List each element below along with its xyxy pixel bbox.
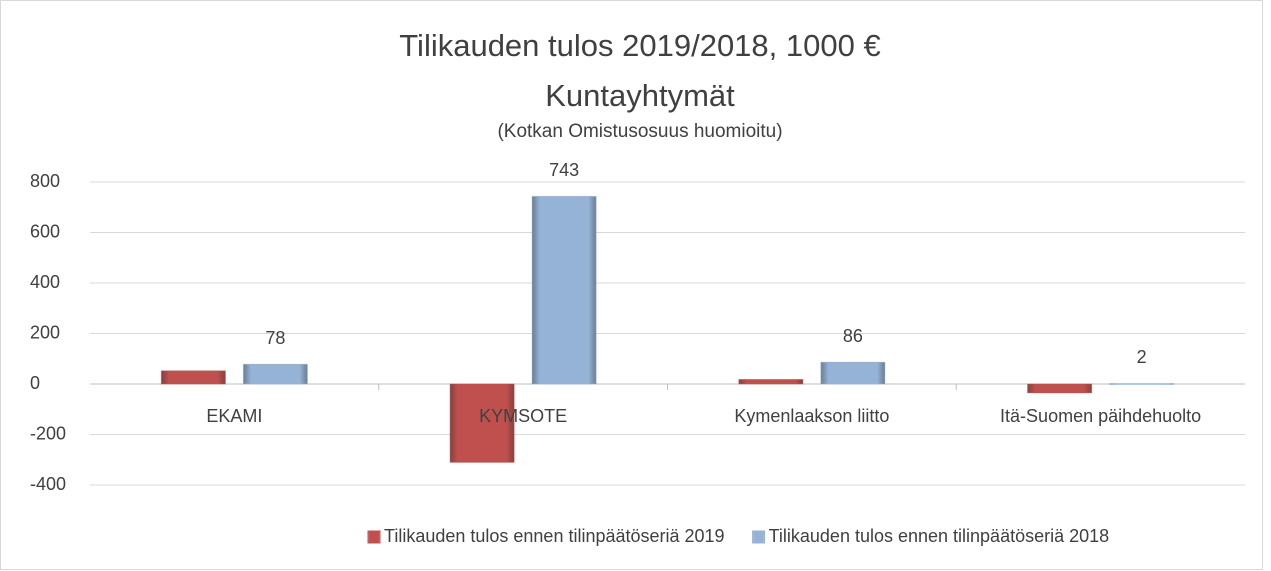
legend-swatch [367,530,381,544]
y-tick-label: 600 [30,221,60,241]
bar [242,363,308,385]
chart-title: Kuntayhtymät [545,78,735,113]
x-tick-label: Itä-Suomen päihdehuolto [1000,406,1201,426]
bar [1109,382,1175,385]
bar [820,361,886,385]
x-tick-label: KYMSOTE [479,406,567,426]
chart-subtitle: (Kotkan Omistusosuus huomioitu) [497,121,782,142]
data-label: 86 [843,326,863,346]
y-tick-label: 800 [30,171,60,191]
bar [1027,383,1093,394]
y-tick-label: -200 [30,423,66,443]
legend-label: Tilikauden tulos ennen tilinpäätöseriä 2… [769,526,1110,546]
bar [738,378,804,385]
data-label: 78 [265,328,285,348]
bar [160,370,226,385]
y-tick-label: 200 [30,322,60,342]
data-label: 743 [549,160,579,180]
x-tick-label: EKAMI [206,406,262,426]
y-tick-label: -400 [30,474,66,494]
data-label: 2 [1137,347,1147,367]
legend-swatch [752,530,766,544]
chart-title: Tilikauden tulos 2019/2018, 1000 € [399,28,880,63]
y-tick-label: 400 [30,272,60,292]
y-tick-label: 0 [30,373,40,393]
x-tick-label: Kymenlaakson liitto [734,406,889,426]
bar [449,383,515,463]
bar [531,195,597,385]
legend-label: Tilikauden tulos ennen tilinpäätöseriä 2… [384,526,725,546]
